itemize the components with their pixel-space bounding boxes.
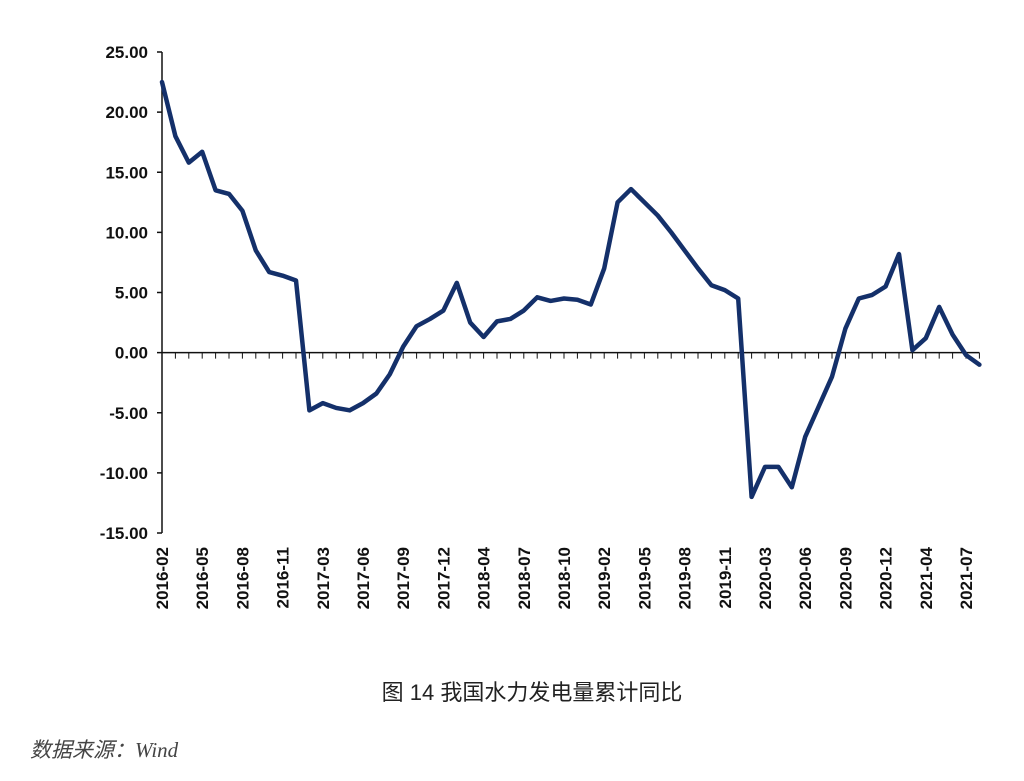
x-tick-label: 2019-02 xyxy=(595,547,614,609)
y-tick-label: -10.00 xyxy=(100,464,148,483)
x-tick-label: 2021-04 xyxy=(917,546,936,609)
x-tick-label: 2020-09 xyxy=(836,547,855,609)
x-tick-label: 2019-08 xyxy=(676,547,695,609)
y-tick-label: -15.00 xyxy=(100,524,148,543)
x-tick-label: 2018-04 xyxy=(475,546,494,609)
y-tick-label: 10.00 xyxy=(105,223,148,242)
x-tick-label: 2020-06 xyxy=(796,547,815,609)
chart-title: 图 14 我国水力发电量累计同比 xyxy=(382,680,683,705)
y-tick-label: 20.00 xyxy=(105,103,148,122)
x-tick-label: 2017-09 xyxy=(394,547,413,609)
x-tick-label: 2016-05 xyxy=(193,547,212,609)
x-tick-label: 2019-05 xyxy=(635,547,654,609)
series-line xyxy=(159,79,982,500)
x-tick-label: 2019-11 xyxy=(716,547,735,608)
x-tick-label: 2016-08 xyxy=(233,547,252,609)
y-tick-label: 15.00 xyxy=(105,163,148,182)
x-tick-label: 2017-12 xyxy=(434,547,453,609)
y-tick-label: -5.00 xyxy=(109,404,148,423)
y-tick-label: 25.00 xyxy=(105,43,148,62)
x-tick-label: 2020-12 xyxy=(877,547,896,609)
y-tick-label: 5.00 xyxy=(115,284,148,303)
x-tick-label: 2016-11 xyxy=(274,547,293,608)
x-tick-label: 2018-07 xyxy=(515,547,534,609)
x-tick-label: 2017-06 xyxy=(354,547,373,609)
x-tick-label: 2020-03 xyxy=(756,547,775,609)
x-tick-label: 2017-03 xyxy=(314,547,333,609)
x-tick-label: 2021-07 xyxy=(957,547,976,609)
x-tick-label: 2016-02 xyxy=(153,547,172,609)
y-tick-label: 0.00 xyxy=(115,344,148,363)
x-tick-label: 2018-10 xyxy=(555,547,574,609)
source-note: 数据来源：Wind xyxy=(30,738,179,762)
